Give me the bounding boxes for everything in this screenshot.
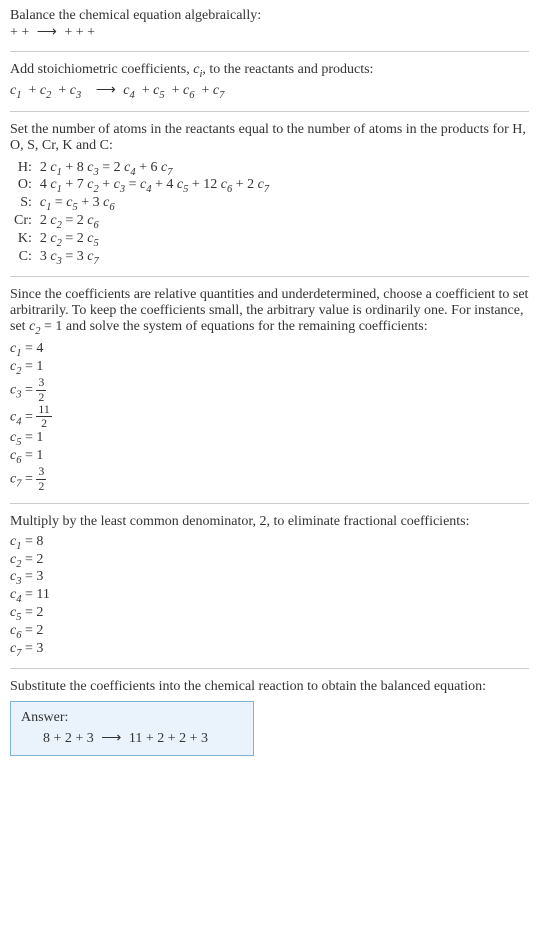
atom-eq: 3 c3 = 3 c7: [36, 249, 273, 267]
coeff-line: c5 = 2: [10, 605, 529, 623]
step4-text: Multiply by the least common denominator…: [10, 514, 529, 530]
table-row: K:2 c2 = 2 c5: [10, 231, 273, 249]
step3-coeffs: c1 = 4 c2 = 1 c3 = 32 c4 = 112 c5 = 1 c6…: [10, 341, 529, 493]
step1-equation: c1 + c2 + c3 ⟶ c4 + c5 + c6 + c7: [10, 82, 529, 101]
step5-text: Substitute the coefficients into the che…: [10, 679, 529, 695]
atom-eq: 2 c1 + 8 c3 = 2 c4 + 6 c7: [36, 160, 273, 178]
table-row: S:c1 = c5 + 3 c6: [10, 195, 273, 213]
coeff-line: c1 = 4: [10, 341, 529, 359]
step1-text: Add stoichiometric coefficients, ci, to …: [10, 62, 529, 80]
coeff-line: c4 = 11: [10, 587, 529, 605]
divider: [10, 111, 529, 112]
arrow-icon: ⟶: [37, 24, 57, 41]
coeff-line: c2 = 1: [10, 359, 529, 377]
intro-equation: + + ⟶ + + +: [10, 24, 529, 41]
table-row: Cr:2 c2 = 2 c6: [10, 213, 273, 231]
intro-section: Balance the chemical equation algebraica…: [10, 8, 529, 41]
step4-section: Multiply by the least common denominator…: [10, 514, 529, 659]
coeff-line: c5 = 1: [10, 430, 529, 448]
table-row: C:3 c3 = 3 c7: [10, 249, 273, 267]
coeff-line: c4 = 112: [10, 404, 529, 431]
answer-label: Answer:: [21, 710, 243, 726]
arrow-icon: ⟶: [96, 82, 116, 99]
step1-section: Add stoichiometric coefficients, ci, to …: [10, 62, 529, 101]
step2-section: Set the number of atoms in the reactants…: [10, 122, 529, 267]
atom-eq: 2 c2 = 2 c5: [36, 231, 273, 249]
step3-section: Since the coefficients are relative quan…: [10, 287, 529, 492]
step4-coeffs: c1 = 8 c2 = 2 c3 = 3 c4 = 11 c5 = 2 c6 =…: [10, 534, 529, 659]
coeff-line: c7 = 32: [10, 466, 529, 493]
divider: [10, 503, 529, 504]
intro-line1: Balance the chemical equation algebraica…: [10, 8, 529, 24]
atoms-table: H:2 c1 + 8 c3 = 2 c4 + 6 c7 O:4 c1 + 7 c…: [10, 160, 273, 267]
table-row: O:4 c1 + 7 c2 + c3 = c4 + 4 c5 + 12 c6 +…: [10, 177, 273, 195]
atom-eq: 4 c1 + 7 c2 + c3 = c4 + 4 c5 + 12 c6 + 2…: [36, 177, 273, 195]
coeff-line: c3 = 3: [10, 569, 529, 587]
coeff-line: c7 = 3: [10, 641, 529, 659]
divider: [10, 276, 529, 277]
answer-equation: 8 + 2 + 3 ⟶ 11 + 2 + 2 + 3: [21, 730, 243, 747]
coeff-line: c6 = 1: [10, 448, 529, 466]
divider: [10, 51, 529, 52]
coeff-line: c1 = 8: [10, 534, 529, 552]
atom-eq: c1 = c5 + 3 c6: [36, 195, 273, 213]
coeff-line: c2 = 2: [10, 552, 529, 570]
step2-text: Set the number of atoms in the reactants…: [10, 122, 529, 154]
coeff-line: c6 = 2: [10, 623, 529, 641]
step3-text: Since the coefficients are relative quan…: [10, 287, 529, 337]
table-row: H:2 c1 + 8 c3 = 2 c4 + 6 c7: [10, 160, 273, 178]
answer-box: Answer: 8 + 2 + 3 ⟶ 11 + 2 + 2 + 3: [10, 701, 254, 756]
atom-eq: 2 c2 = 2 c6: [36, 213, 273, 231]
divider: [10, 668, 529, 669]
step5-section: Substitute the coefficients into the che…: [10, 679, 529, 756]
coeff-line: c3 = 32: [10, 377, 529, 404]
arrow-icon: ⟶: [101, 730, 121, 747]
